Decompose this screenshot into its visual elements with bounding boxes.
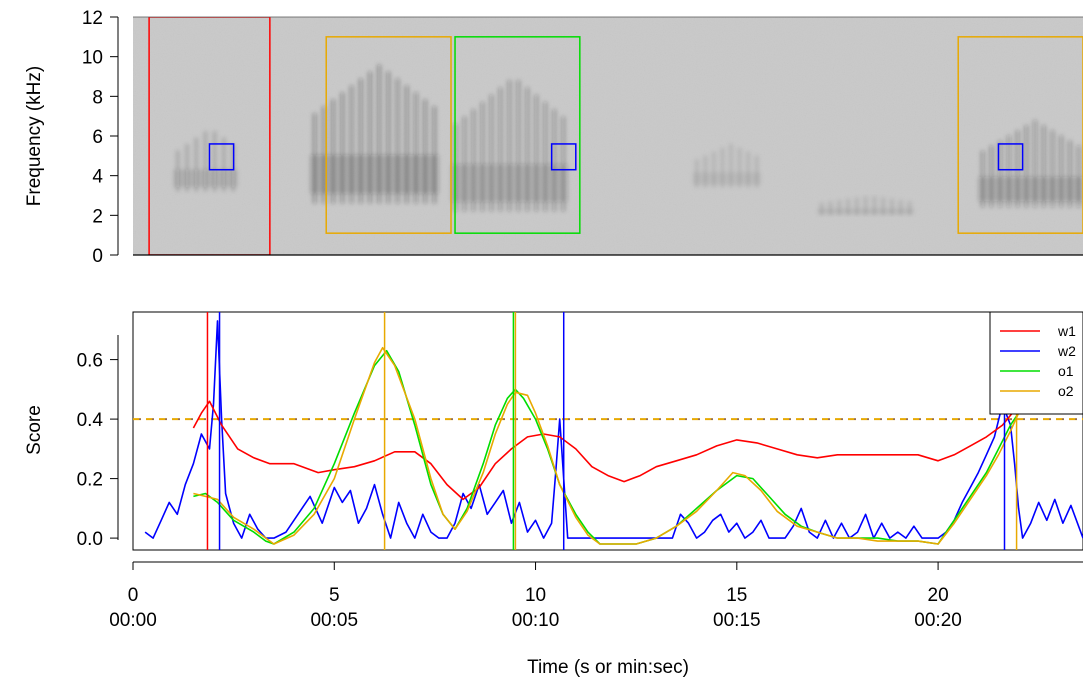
- legend-label-w2: w2: [1057, 343, 1076, 359]
- xtick-time-label: 00:15: [713, 610, 761, 631]
- xtick-time-label: 00:05: [310, 610, 358, 631]
- score-ytick-label: 0.0: [77, 529, 103, 550]
- score-ylabel: Score: [24, 405, 45, 455]
- detection-box-w2: [997, 143, 1024, 171]
- call-event: [817, 196, 914, 216]
- legend: w1 w2 o1 o2: [989, 311, 1083, 415]
- x-axis-label: Time (s or min:sec): [527, 657, 689, 678]
- spectrogram-ytick-label: 2: [92, 206, 103, 227]
- xtick-time-label: 00:20: [914, 610, 962, 631]
- score-ytick-label: 0.2: [77, 470, 103, 491]
- legend-label-o1: o1: [1058, 363, 1074, 379]
- series-line-w2: [144, 320, 1083, 539]
- detection-box-w2: [208, 143, 235, 171]
- score-ytick-label: 0.6: [77, 351, 103, 372]
- detection-box-w2: [550, 143, 577, 171]
- spectrogram-ytick-label: 4: [92, 167, 103, 188]
- spectrogram-ytick-label: 0: [92, 246, 103, 267]
- detection-box-w1: [148, 17, 271, 255]
- series-line-o2: [193, 346, 1020, 545]
- call-event: [310, 64, 439, 204]
- spectrogram-noise: [133, 17, 1083, 255]
- xtick-label: 0: [128, 585, 139, 606]
- spectrogram-ytick-label: 6: [92, 127, 103, 148]
- spectrogram-ytick-label: 12: [82, 8, 103, 29]
- call-event: [978, 120, 1083, 208]
- legend-box: [989, 311, 1083, 415]
- detection-box-o2: [325, 36, 452, 234]
- detection-box-o1: [454, 36, 581, 234]
- score-plot-frame: [132, 311, 1083, 551]
- xtick-label: 20: [928, 585, 949, 606]
- legend-label-o2: o2: [1058, 383, 1074, 399]
- xtick-time-label: 00:10: [512, 610, 560, 631]
- xtick-time-label: 00:00: [109, 610, 157, 631]
- xtick-label: 15: [726, 585, 747, 606]
- call-event: [692, 143, 761, 188]
- spectrogram-ylabel: Frequency (kHz): [24, 66, 45, 206]
- series-line-o1: [193, 349, 1020, 545]
- score-ytick-label: 0.4: [77, 410, 104, 431]
- spectrogram-ytick-label: 10: [82, 48, 103, 69]
- legend-label-w1: w1: [1057, 323, 1076, 339]
- spectrogram-ytick-label: 8: [92, 87, 103, 108]
- xtick-label: 10: [525, 585, 546, 606]
- spectrogram-panel: 0 2 4 6 8 10 12 Frequency (kHz): [24, 8, 1083, 267]
- series-line-w1: [192, 400, 1016, 501]
- score-panel: 0.0 0.2 0.4 0.6 0 00:00 5 00:05 10 00:10 15 00:15 2…: [24, 311, 1083, 678]
- xtick-label: 5: [329, 585, 340, 606]
